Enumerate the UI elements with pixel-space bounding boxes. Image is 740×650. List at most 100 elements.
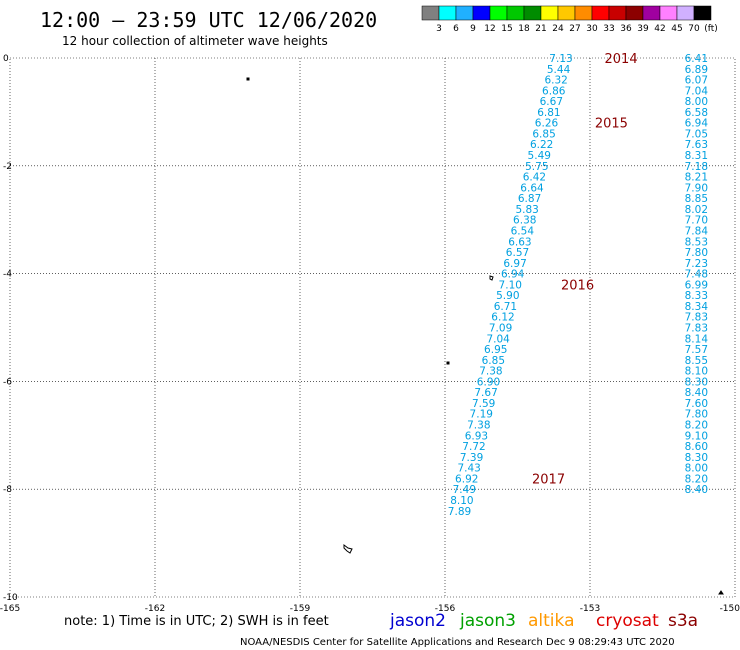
x-tick-label: -150 [720, 604, 740, 614]
colorbar-label: 45 [671, 24, 682, 34]
wave-height-value: 6.92 [455, 473, 478, 485]
y-tick-label: -4 [3, 270, 12, 280]
island-outlines [246, 77, 724, 595]
wave-height-value: 6.57 [506, 247, 529, 259]
credit-line: NOAA/NESDIS Center for Satellite Applica… [240, 637, 675, 648]
colorbar-label: 30 [586, 24, 598, 34]
wave-height-value: 8.10 [685, 366, 708, 378]
wave-height-value: 8.10 [450, 495, 473, 507]
island-mark [489, 275, 494, 281]
wave-height-value: 8.55 [685, 355, 708, 367]
colorbar-label: (ft) [704, 24, 718, 34]
wave-height-value: 6.85 [482, 355, 505, 367]
wave-height-value: 6.54 [511, 225, 535, 237]
wave-height-value: 8.85 [685, 193, 708, 205]
wave-height-value: 9.10 [685, 430, 708, 442]
colorbar-label: 9 [470, 24, 476, 34]
colorbar-swatch [659, 5, 678, 21]
colorbar-swatch [591, 5, 610, 21]
wave-height-value: 8.34 [685, 301, 709, 313]
legend-item: cryosat [596, 611, 659, 631]
colorbar-swatch [693, 5, 712, 21]
x-tick-label: -162 [145, 604, 165, 614]
y-tick-label: -10 [3, 593, 18, 603]
colorbar-label: 6 [453, 24, 459, 34]
wave-height-value: 6.38 [513, 215, 536, 227]
colorbar-label: 36 [620, 24, 632, 34]
colorbar-swatch [523, 5, 542, 21]
island-mark [446, 361, 450, 365]
wave-height-value: 7.72 [462, 441, 485, 453]
wave-height-value: 7.48 [685, 269, 708, 281]
wave-height-value: 8.33 [685, 290, 708, 302]
wave-height-value: 7.57 [685, 344, 708, 356]
chart-subtitle: 12 hour collection of altimeter wave hei… [62, 34, 328, 48]
wave-height-value: 6.41 [685, 53, 708, 65]
wave-height-value: 7.13 [549, 53, 572, 65]
colorbar-label: 24 [552, 24, 564, 34]
colorbar-label: 33 [603, 24, 614, 34]
wave-height-value: 7.90 [685, 182, 708, 194]
y-tick-label: -6 [3, 377, 12, 387]
wave-height-value: 8.14 [685, 333, 709, 345]
wave-height-value: 8.60 [685, 441, 708, 453]
wave-height-value: 7.63 [685, 139, 708, 151]
axis-ticks: -165 -162 -159 -156 -153 -150 0 -2 -4 -6 -8 -10 [0, 54, 740, 614]
colorbar-swatch [557, 5, 576, 21]
island-mark [718, 590, 724, 595]
colorbar-swatch [540, 5, 559, 21]
colorbar-swatch [625, 5, 644, 21]
wave-height-value: 6.94 [501, 269, 525, 281]
wave-height-value: 6.63 [508, 236, 531, 248]
colorbar-swatch [438, 5, 457, 21]
wave-height-value: 6.97 [503, 258, 526, 270]
wave-height-value: 6.64 [520, 182, 544, 194]
satellite-legend: jason2 jason3 altika cryosat s3a [389, 611, 698, 631]
wave-height-value: 6.94 [685, 118, 709, 130]
wave-height-value: 7.67 [474, 387, 497, 399]
colorbar-label: 18 [518, 24, 530, 34]
wave-height-value: 7.18 [685, 161, 708, 173]
wave-height-value: 7.09 [489, 323, 512, 335]
wave-height-value: 8.30 [685, 376, 708, 388]
colorbar-label: 27 [569, 24, 580, 34]
wave-height-value: 7.10 [499, 279, 522, 291]
colorbar-label: 42 [654, 24, 665, 34]
colorbar-label: 3 [436, 24, 442, 34]
wave-height-value: 8.53 [685, 236, 708, 248]
wave-height-value: 7.70 [685, 215, 708, 227]
colorbar-legend: 3 6 9 12 15 18 21 24 27 30 33 36 39 42 45 70 (ft) [421, 5, 718, 34]
x-tick-label: -165 [0, 604, 20, 614]
wave-height-value: 6.07 [685, 75, 708, 87]
wave-height-value: 6.67 [540, 96, 563, 108]
year-label: 2014 [605, 52, 638, 67]
altimeter-tracks: 7.135.446.326.866.676.816.266.856.225.49… [448, 53, 709, 518]
wave-height-value: 7.04 [486, 333, 510, 345]
legend-item: s3a [668, 611, 698, 631]
wave-height-value: 7.43 [457, 463, 480, 475]
colorbar-label: 15 [501, 24, 512, 34]
wave-height-value: 7.83 [685, 312, 708, 324]
wave-height-value: 8.00 [685, 96, 708, 108]
colorbar-swatch [506, 5, 525, 21]
wave-height-value: 6.42 [523, 172, 546, 184]
wave-height-value: 8.31 [685, 150, 708, 162]
x-tick-label: -153 [580, 604, 600, 614]
wave-height-value: 7.80 [685, 247, 708, 259]
wave-height-value: 5.44 [547, 64, 571, 76]
wave-height-value: 6.90 [477, 376, 500, 388]
colorbar-swatch [421, 5, 440, 21]
colorbar-swatch [676, 5, 695, 21]
x-tick-label: -159 [290, 604, 311, 614]
wave-height-value: 7.04 [685, 85, 709, 97]
wave-height-value: 7.84 [685, 225, 709, 237]
wave-height-value: 5.75 [525, 161, 548, 173]
wave-height-value: 6.26 [535, 118, 559, 130]
wave-height-value: 8.20 [685, 473, 708, 485]
wave-height-value: 6.86 [542, 85, 566, 97]
wave-height-value: 6.22 [530, 139, 553, 151]
colorbar-swatch [642, 5, 661, 21]
wave-height-value: 8.00 [685, 463, 708, 475]
wave-height-value: 6.95 [484, 344, 507, 356]
wave-height-value: 7.59 [472, 398, 495, 410]
